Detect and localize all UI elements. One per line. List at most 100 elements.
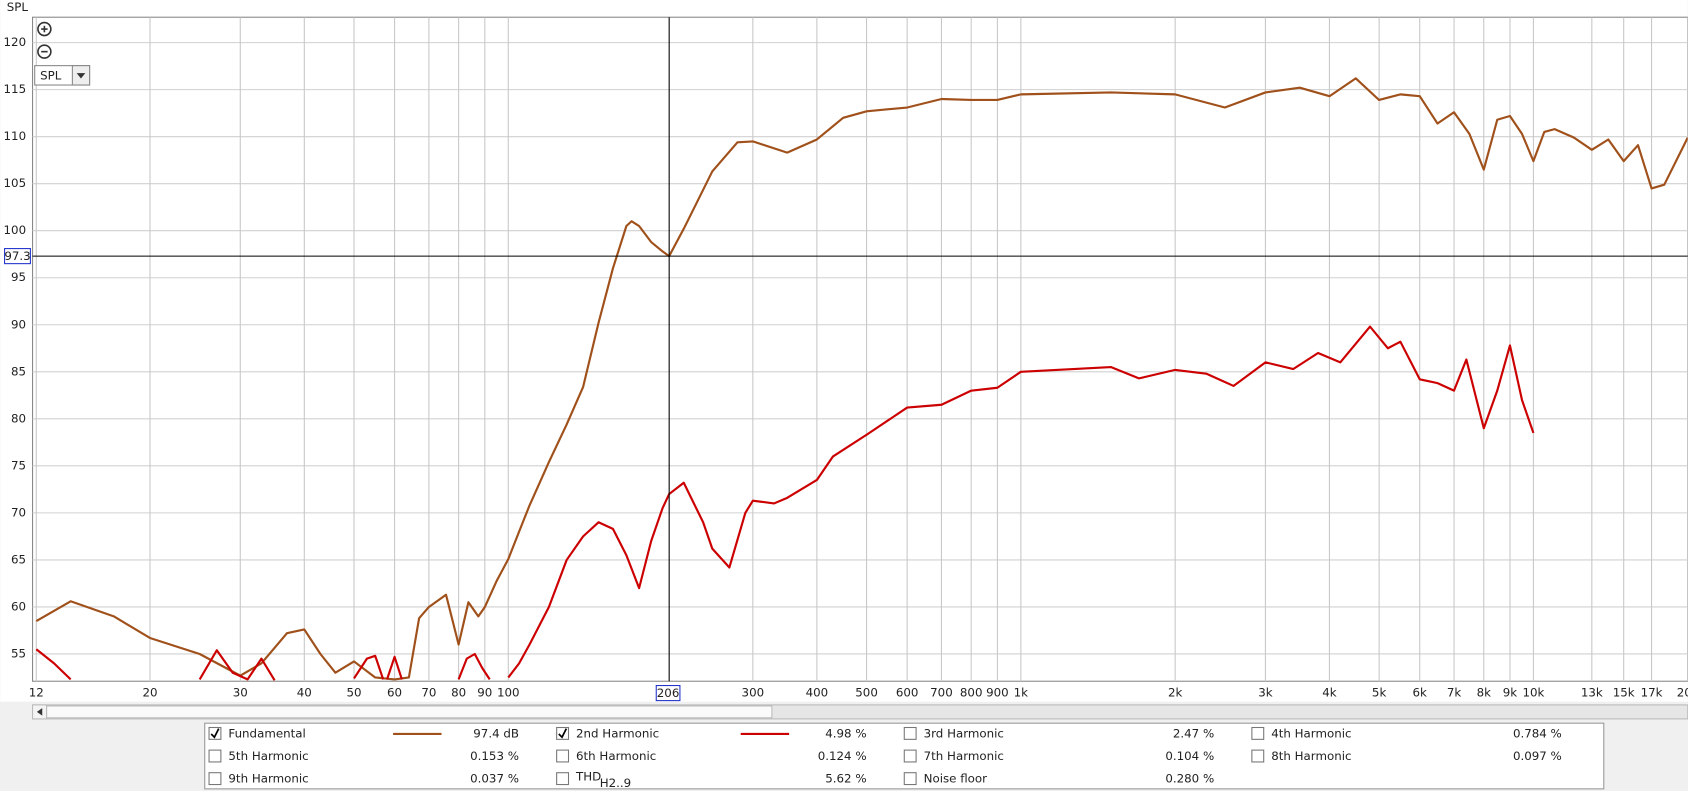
x-tick-label: 20k — [1677, 686, 1688, 700]
y-tick-label: 70 — [11, 505, 26, 519]
y-tick-label: 110 — [4, 129, 27, 143]
checkbox[interactable] — [556, 772, 570, 786]
legend-reading: 0.784 % — [1513, 726, 1562, 740]
x-tick-label: 900 — [986, 686, 1009, 700]
y-tick-label: 95 — [11, 270, 26, 284]
legend-entry[interactable]: 5th Harmonic 0.153 % — [208, 749, 519, 763]
x-tick-label: 7k — [1447, 686, 1462, 700]
x-tick-label: 60 — [387, 686, 402, 700]
x-tick-label: 12 — [29, 686, 44, 700]
legend-name: 9th Harmonic — [228, 772, 308, 786]
legend-name: 7th Harmonic — [924, 749, 1004, 763]
checkbox[interactable] — [556, 749, 570, 763]
checkbox[interactable] — [1251, 749, 1265, 763]
x-tick-label: 13k — [1581, 686, 1603, 700]
x-tick-label: 2k — [1168, 686, 1183, 700]
x-tick-label: 20 — [142, 686, 157, 700]
x-tick-label: 70 — [421, 686, 436, 700]
y-tick-label: 55 — [11, 646, 26, 660]
legend-entry[interactable]: 7th Harmonic 0.104 % — [903, 749, 1214, 763]
x-tick-label: 400 — [806, 686, 829, 700]
cursor-y-box — [4, 248, 31, 265]
scrollbar[interactable] — [32, 704, 1688, 720]
x-tick-label: 1k — [1014, 686, 1029, 700]
zoom-in[interactable] — [37, 21, 52, 37]
y-axis-label: SPL — [7, 0, 29, 14]
zoom-out[interactable] — [37, 44, 52, 59]
legend-name: 4th Harmonic — [1271, 726, 1351, 740]
legend-name: 6th Harmonic — [576, 749, 656, 763]
x-tick-label: 800 — [960, 686, 983, 700]
selector-label: SPL — [40, 68, 62, 82]
x-tick-label: 9k — [1503, 686, 1518, 700]
x-tick-label: 15k — [1613, 686, 1635, 700]
y-tick-label: 120 — [4, 35, 27, 49]
cursor-x-label: 206 — [657, 686, 680, 700]
legend-name: Noise floor — [924, 772, 987, 786]
x-tick-label: 4k — [1322, 686, 1337, 700]
checkbox[interactable] — [208, 772, 222, 786]
legend-entry[interactable]: 3rd Harmonic 2.47 % — [903, 726, 1214, 740]
legend-reading: 2.47 % — [1173, 726, 1214, 740]
checkbox[interactable] — [903, 749, 917, 763]
x-tick-label: 6k — [1413, 686, 1428, 700]
plot-area — [32, 16, 1688, 682]
y-tick-label: 100 — [4, 223, 27, 237]
legend-reading: 97.4 dB — [473, 726, 519, 740]
checkmark — [558, 728, 568, 739]
legend-reading: 0.153 % — [470, 749, 519, 763]
y-tick-label: 75 — [11, 458, 26, 472]
legend-entry[interactable]: 8th Harmonic 0.097 % — [1251, 749, 1562, 763]
x-tick-label: 5k — [1372, 686, 1387, 700]
y-tick-label: 60 — [11, 599, 26, 613]
x-tick-label: 40 — [297, 686, 312, 700]
legend-reading: 0.097 % — [1513, 749, 1562, 763]
x-tick-label: 300 — [742, 686, 765, 700]
trace-line — [35, 77, 1688, 681]
y-tick-label: 90 — [11, 317, 26, 331]
trace-line — [35, 325, 1535, 681]
legend-entry[interactable]: 6th Harmonic 0.124 % — [556, 749, 867, 763]
x-tick-label: 8k — [1477, 686, 1492, 700]
legend-entry[interactable]: Noise floor 0.280 % — [903, 772, 1214, 786]
selector[interactable]: SPL — [34, 65, 91, 86]
checkbox[interactable] — [903, 726, 917, 740]
checkbox[interactable] — [1251, 726, 1265, 740]
legend-entry[interactable]: 9th Harmonic 0.037 % — [208, 772, 519, 786]
x-tick-label: 500 — [855, 686, 878, 700]
x-tick-label: 80 — [451, 686, 466, 700]
checkbox[interactable] — [208, 726, 222, 740]
checkbox[interactable] — [208, 749, 222, 763]
x-tick-label: 3k — [1258, 686, 1273, 700]
legend-reading: 4.98 % — [825, 726, 866, 740]
checkmark — [210, 728, 220, 739]
cursor-y-label: 97.3 — [4, 249, 30, 263]
legend-name: 5th Harmonic — [228, 749, 308, 763]
y-tick-label: 80 — [11, 411, 26, 425]
x-tick-label: 10k — [1522, 686, 1544, 700]
checkbox[interactable] — [903, 772, 917, 786]
checkbox[interactable] — [556, 726, 570, 740]
x-tick-label: 700 — [930, 686, 953, 700]
legend-subscript: H2..9 — [600, 776, 631, 790]
x-tick-label: 90 — [477, 686, 492, 700]
legend-entry[interactable]: 2nd Harmonic 4.98 % — [556, 726, 867, 740]
x-tick-label: 30 — [233, 686, 248, 700]
legend-name: THD — [575, 770, 601, 784]
legend-entry[interactable]: 4th Harmonic 0.784 % — [1251, 726, 1562, 740]
legend-reading: 0.280 % — [1165, 772, 1214, 786]
legend-name: 3rd Harmonic — [924, 726, 1004, 740]
y-tick-label: 115 — [4, 82, 27, 96]
legend-reading: 0.104 % — [1165, 749, 1214, 763]
legend-name: 2nd Harmonic — [576, 726, 659, 740]
legend-name: 8th Harmonic — [1271, 749, 1351, 763]
x-tick-label: 600 — [896, 686, 919, 700]
legend-reading: 0.124 % — [818, 749, 867, 763]
y-tick-label: 105 — [4, 176, 27, 190]
legend-reading: 0.037 % — [470, 772, 519, 786]
y-tick-label: 65 — [11, 552, 26, 566]
legend-entry[interactable]: Fundamental 97.4 dB — [208, 726, 519, 740]
x-tick-label: 100 — [497, 686, 520, 700]
